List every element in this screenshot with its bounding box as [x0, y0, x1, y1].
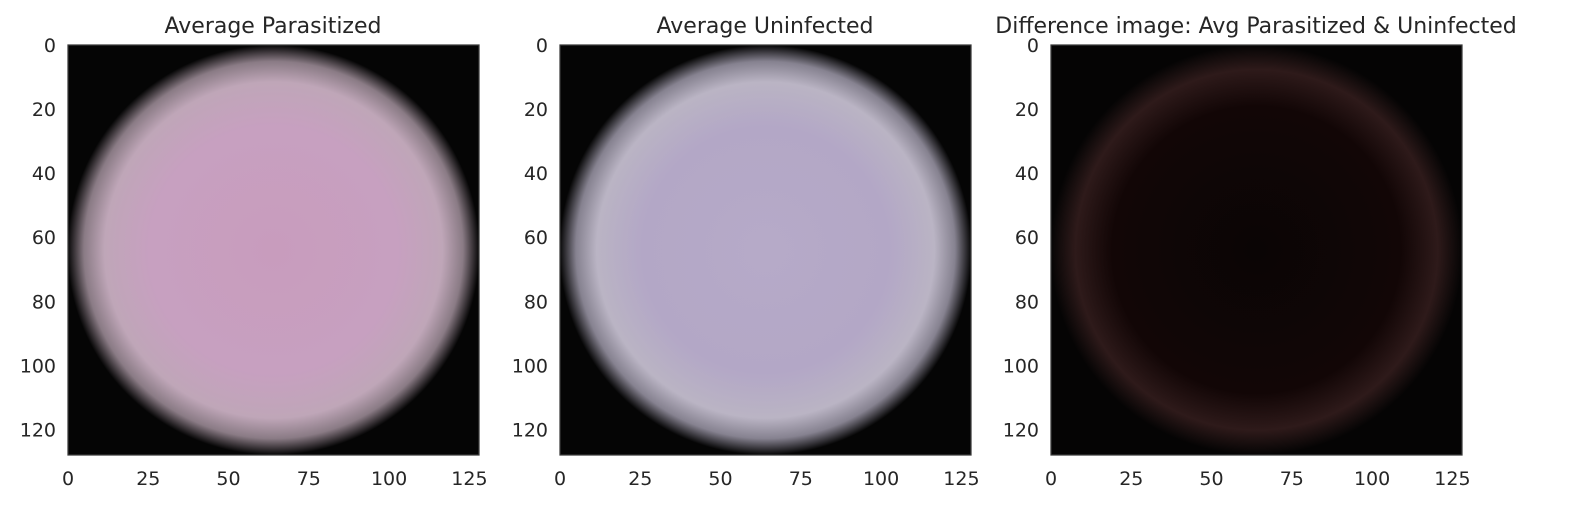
panel-1-x-tick-label: 100	[863, 468, 899, 490]
panel-2-y-ticks: 0 20 40 60 80 100 120	[1003, 35, 1039, 441]
panel-1-x-tick-label: 50	[708, 468, 732, 490]
panel-2-y-tick-label: 20	[1015, 99, 1039, 121]
panel-1-x-tick-label: 25	[628, 468, 652, 490]
panel-0: Average Parasitized 0 25 50 75 100 125 0 20 40 6…	[20, 14, 488, 490]
panel-1-x-tick-label: 125	[943, 468, 979, 490]
panel-1-frame	[559, 44, 972, 456]
panel-0-y-tick-label: 20	[32, 99, 56, 121]
panel-0-x-tick-label: 100	[371, 468, 407, 490]
panel-1-y-tick-label: 60	[524, 227, 548, 249]
panel-0-y-tick-label: 40	[32, 163, 56, 185]
panel-2-title: Difference image: Avg Parasitized & Unin…	[995, 14, 1516, 39]
panel-1-y-tick-label: 100	[512, 355, 548, 377]
panel-2-cell-image	[1050, 45, 1463, 455]
panel-2-frame	[1050, 44, 1463, 456]
panel-1-cell-image	[559, 45, 972, 455]
panel-0-x-tick-label: 25	[136, 468, 160, 490]
panel-2-x-tick-label: 0	[1045, 468, 1057, 490]
panel-0-y-ticks: 0 20 40 60 80 100 120	[20, 35, 56, 441]
panel-2-x-tick-label: 50	[1199, 468, 1223, 490]
panel-1-y-tick-label: 0	[536, 35, 548, 57]
panel-0-cell-image	[67, 45, 480, 455]
panel-2-y-tick-label: 60	[1015, 227, 1039, 249]
panel-1-y-tick-label: 120	[512, 419, 548, 441]
panel-2-x-tick-label: 25	[1119, 468, 1143, 490]
panel-2-x-tick-label: 125	[1434, 468, 1470, 490]
panel-0-frame	[67, 44, 480, 456]
panel-1-y-tick-label: 80	[524, 291, 548, 313]
panel-0-y-tick-label: 60	[32, 227, 56, 249]
panel-1-y-tick-label: 20	[524, 99, 548, 121]
panel-0-y-tick-label: 120	[20, 419, 56, 441]
panel-2-y-tick-label: 80	[1015, 291, 1039, 313]
panel-0-x-ticks: 0 25 50 75 100 125	[62, 468, 488, 490]
panel-2-x-tick-label: 100	[1354, 468, 1390, 490]
panel-0-x-tick-label: 0	[62, 468, 74, 490]
panel-2-y-tick-label: 40	[1015, 163, 1039, 185]
panel-2-y-tick-label: 120	[1003, 419, 1039, 441]
panel-0-title: Average Parasitized	[165, 14, 382, 39]
panel-0-y-tick-label: 0	[44, 35, 56, 57]
panel-0-y-tick-label: 80	[32, 291, 56, 313]
panel-0-x-tick-label: 50	[216, 468, 240, 490]
panel-2-x-ticks: 0 25 50 75 100 125	[1045, 468, 1471, 490]
panel-1: Average Uninfected 0 25 50 75 100 125 0 20 40 60…	[512, 14, 980, 490]
panel-0-x-tick-label: 125	[451, 468, 487, 490]
panel-1-x-ticks: 0 25 50 75 100 125	[554, 468, 980, 490]
panel-2-y-tick-label: 0	[1027, 35, 1039, 57]
panel-1-x-tick-label: 0	[554, 468, 566, 490]
panel-0-y-tick-label: 100	[20, 355, 56, 377]
panel-0-x-tick-label: 75	[297, 468, 321, 490]
panel-1-y-tick-label: 40	[524, 163, 548, 185]
panel-2-y-tick-label: 100	[1003, 355, 1039, 377]
panel-1-x-tick-label: 75	[789, 468, 813, 490]
panel-2-x-tick-label: 75	[1280, 468, 1304, 490]
panel-2: Difference image: Avg Parasitized & Unin…	[995, 14, 1516, 490]
panel-1-title: Average Uninfected	[657, 14, 874, 39]
panel-1-y-ticks: 0 20 40 60 80 100 120	[512, 35, 548, 441]
